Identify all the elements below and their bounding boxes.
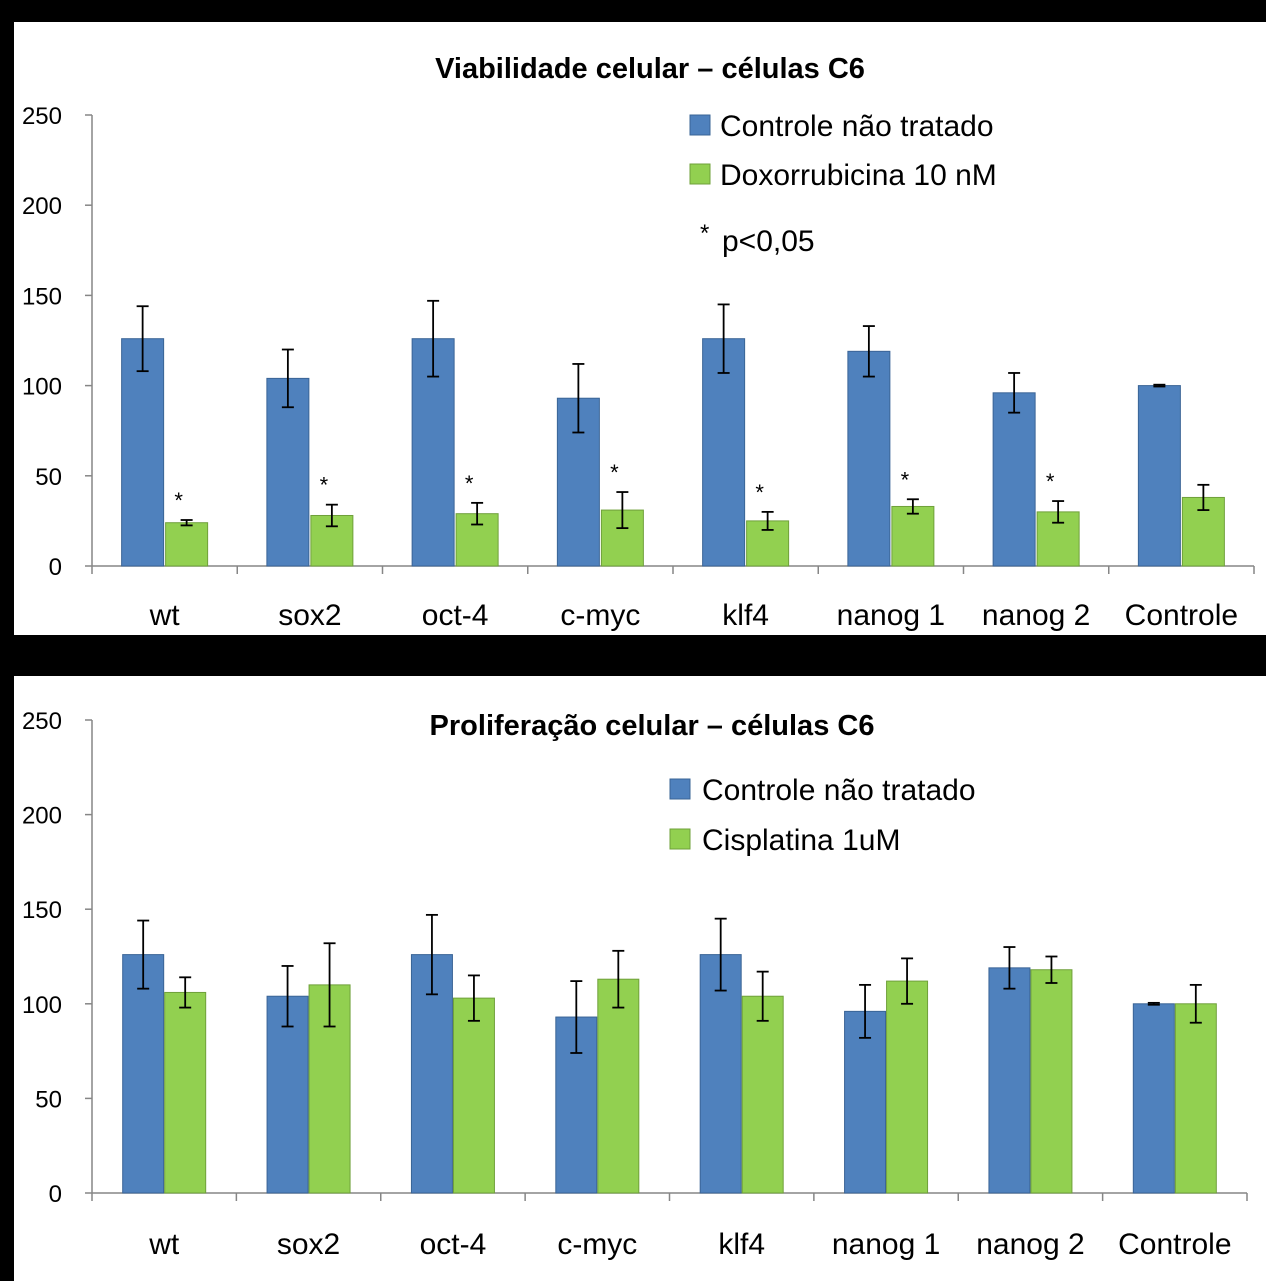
bar-series2 (741, 995, 784, 1194)
bar-series1 (121, 338, 165, 567)
bar-series1 (1132, 1003, 1175, 1194)
bar-series2 (597, 978, 640, 1194)
significance-marker: * (465, 471, 474, 496)
bar-series1 (1137, 385, 1181, 567)
bar-series1 (988, 967, 1031, 1194)
x-category-label: nanog 2 (982, 599, 1090, 632)
significance-asterisk: * (700, 220, 709, 247)
bar-series1 (266, 995, 309, 1194)
x-category-label: sox2 (277, 1228, 340, 1261)
bar-series1 (122, 954, 165, 1194)
significance-marker: * (1046, 469, 1055, 494)
chart-legend: Controle não tratado Cisplatina 1uM (669, 774, 976, 857)
bar-series2 (886, 980, 929, 1194)
x-category-label: nanog 1 (832, 1228, 940, 1261)
significance-marker: * (610, 460, 619, 485)
x-category-label: oct-4 (420, 1228, 487, 1261)
legend-label-series2: Doxorrubicina 10 nM (720, 159, 997, 192)
x-category-label: sox2 (278, 599, 341, 632)
y-tick-label: 200 (22, 193, 62, 220)
x-category-label: wt (149, 599, 181, 632)
legend-swatch-series1 (689, 114, 711, 136)
bar-series2 (1174, 1003, 1217, 1194)
chart-legend: Controle não tratado Doxorrubicina 10 nM… (689, 110, 997, 258)
proliferation-chart-panel: Proliferação celular – células C6 Contro… (14, 676, 1266, 1281)
bar-series1 (699, 954, 742, 1194)
x-category-label: nanog 1 (837, 599, 945, 632)
bar-series2 (164, 991, 207, 1194)
significance-marker: * (320, 473, 329, 498)
bar-series2 (891, 505, 935, 567)
legend-swatch-series2 (689, 163, 711, 185)
proliferation-chart: Proliferação celular – células C6 Contro… (22, 708, 1248, 1261)
bar-series2 (452, 997, 495, 1194)
chart-title: Proliferação celular – células C6 (430, 710, 875, 742)
x-category-label: wt (148, 1228, 180, 1261)
y-tick-label: 250 (22, 708, 62, 735)
y-tick-label: 250 (22, 103, 62, 130)
x-category-label: Controle (1118, 1228, 1231, 1261)
chart-title: Viabilidade celular – células C6 (435, 53, 865, 85)
x-category-label: c-myc (560, 599, 640, 632)
legend-label-series2: Cisplatina 1uM (702, 824, 900, 857)
viability-chart: Viabilidade celular – células C6 Control… (22, 53, 1255, 632)
bar-series2 (165, 522, 209, 567)
legend-swatch-series1 (669, 778, 691, 800)
significance-marker: * (755, 480, 764, 505)
x-category-label: oct-4 (422, 599, 489, 632)
significance-marker: * (901, 467, 910, 492)
y-tick-label: 100 (22, 374, 62, 401)
bar-series1 (844, 1010, 887, 1194)
x-category-label: klf4 (722, 599, 769, 632)
bar-series2 (1030, 969, 1073, 1194)
legend-label-series1: Controle não tratado (720, 110, 994, 143)
significance-note: p<0,05 (722, 225, 815, 258)
y-tick-label: 0 (49, 554, 62, 581)
bar-series1 (992, 392, 1036, 567)
x-category-label: nanog 2 (976, 1228, 1084, 1261)
y-tick-label: 50 (35, 464, 62, 491)
y-tick-label: 50 (35, 1086, 62, 1113)
x-category-label: Controle (1125, 599, 1238, 632)
y-tick-label: 150 (22, 283, 62, 310)
x-category-label: c-myc (557, 1228, 637, 1261)
legend-label-series1: Controle não tratado (702, 774, 976, 807)
bar-series1 (266, 377, 310, 567)
viability-chart-panel: Viabilidade celular – células C6 Control… (14, 22, 1266, 635)
y-tick-label: 0 (49, 1181, 62, 1208)
bar-series1 (702, 338, 746, 567)
y-tick-label: 150 (22, 897, 62, 924)
y-tick-label: 100 (22, 992, 62, 1019)
x-category-label: klf4 (718, 1228, 765, 1261)
y-tick-label: 200 (22, 803, 62, 830)
significance-marker: * (174, 488, 183, 513)
bar-series1 (847, 350, 891, 567)
legend-swatch-series2 (669, 828, 691, 850)
